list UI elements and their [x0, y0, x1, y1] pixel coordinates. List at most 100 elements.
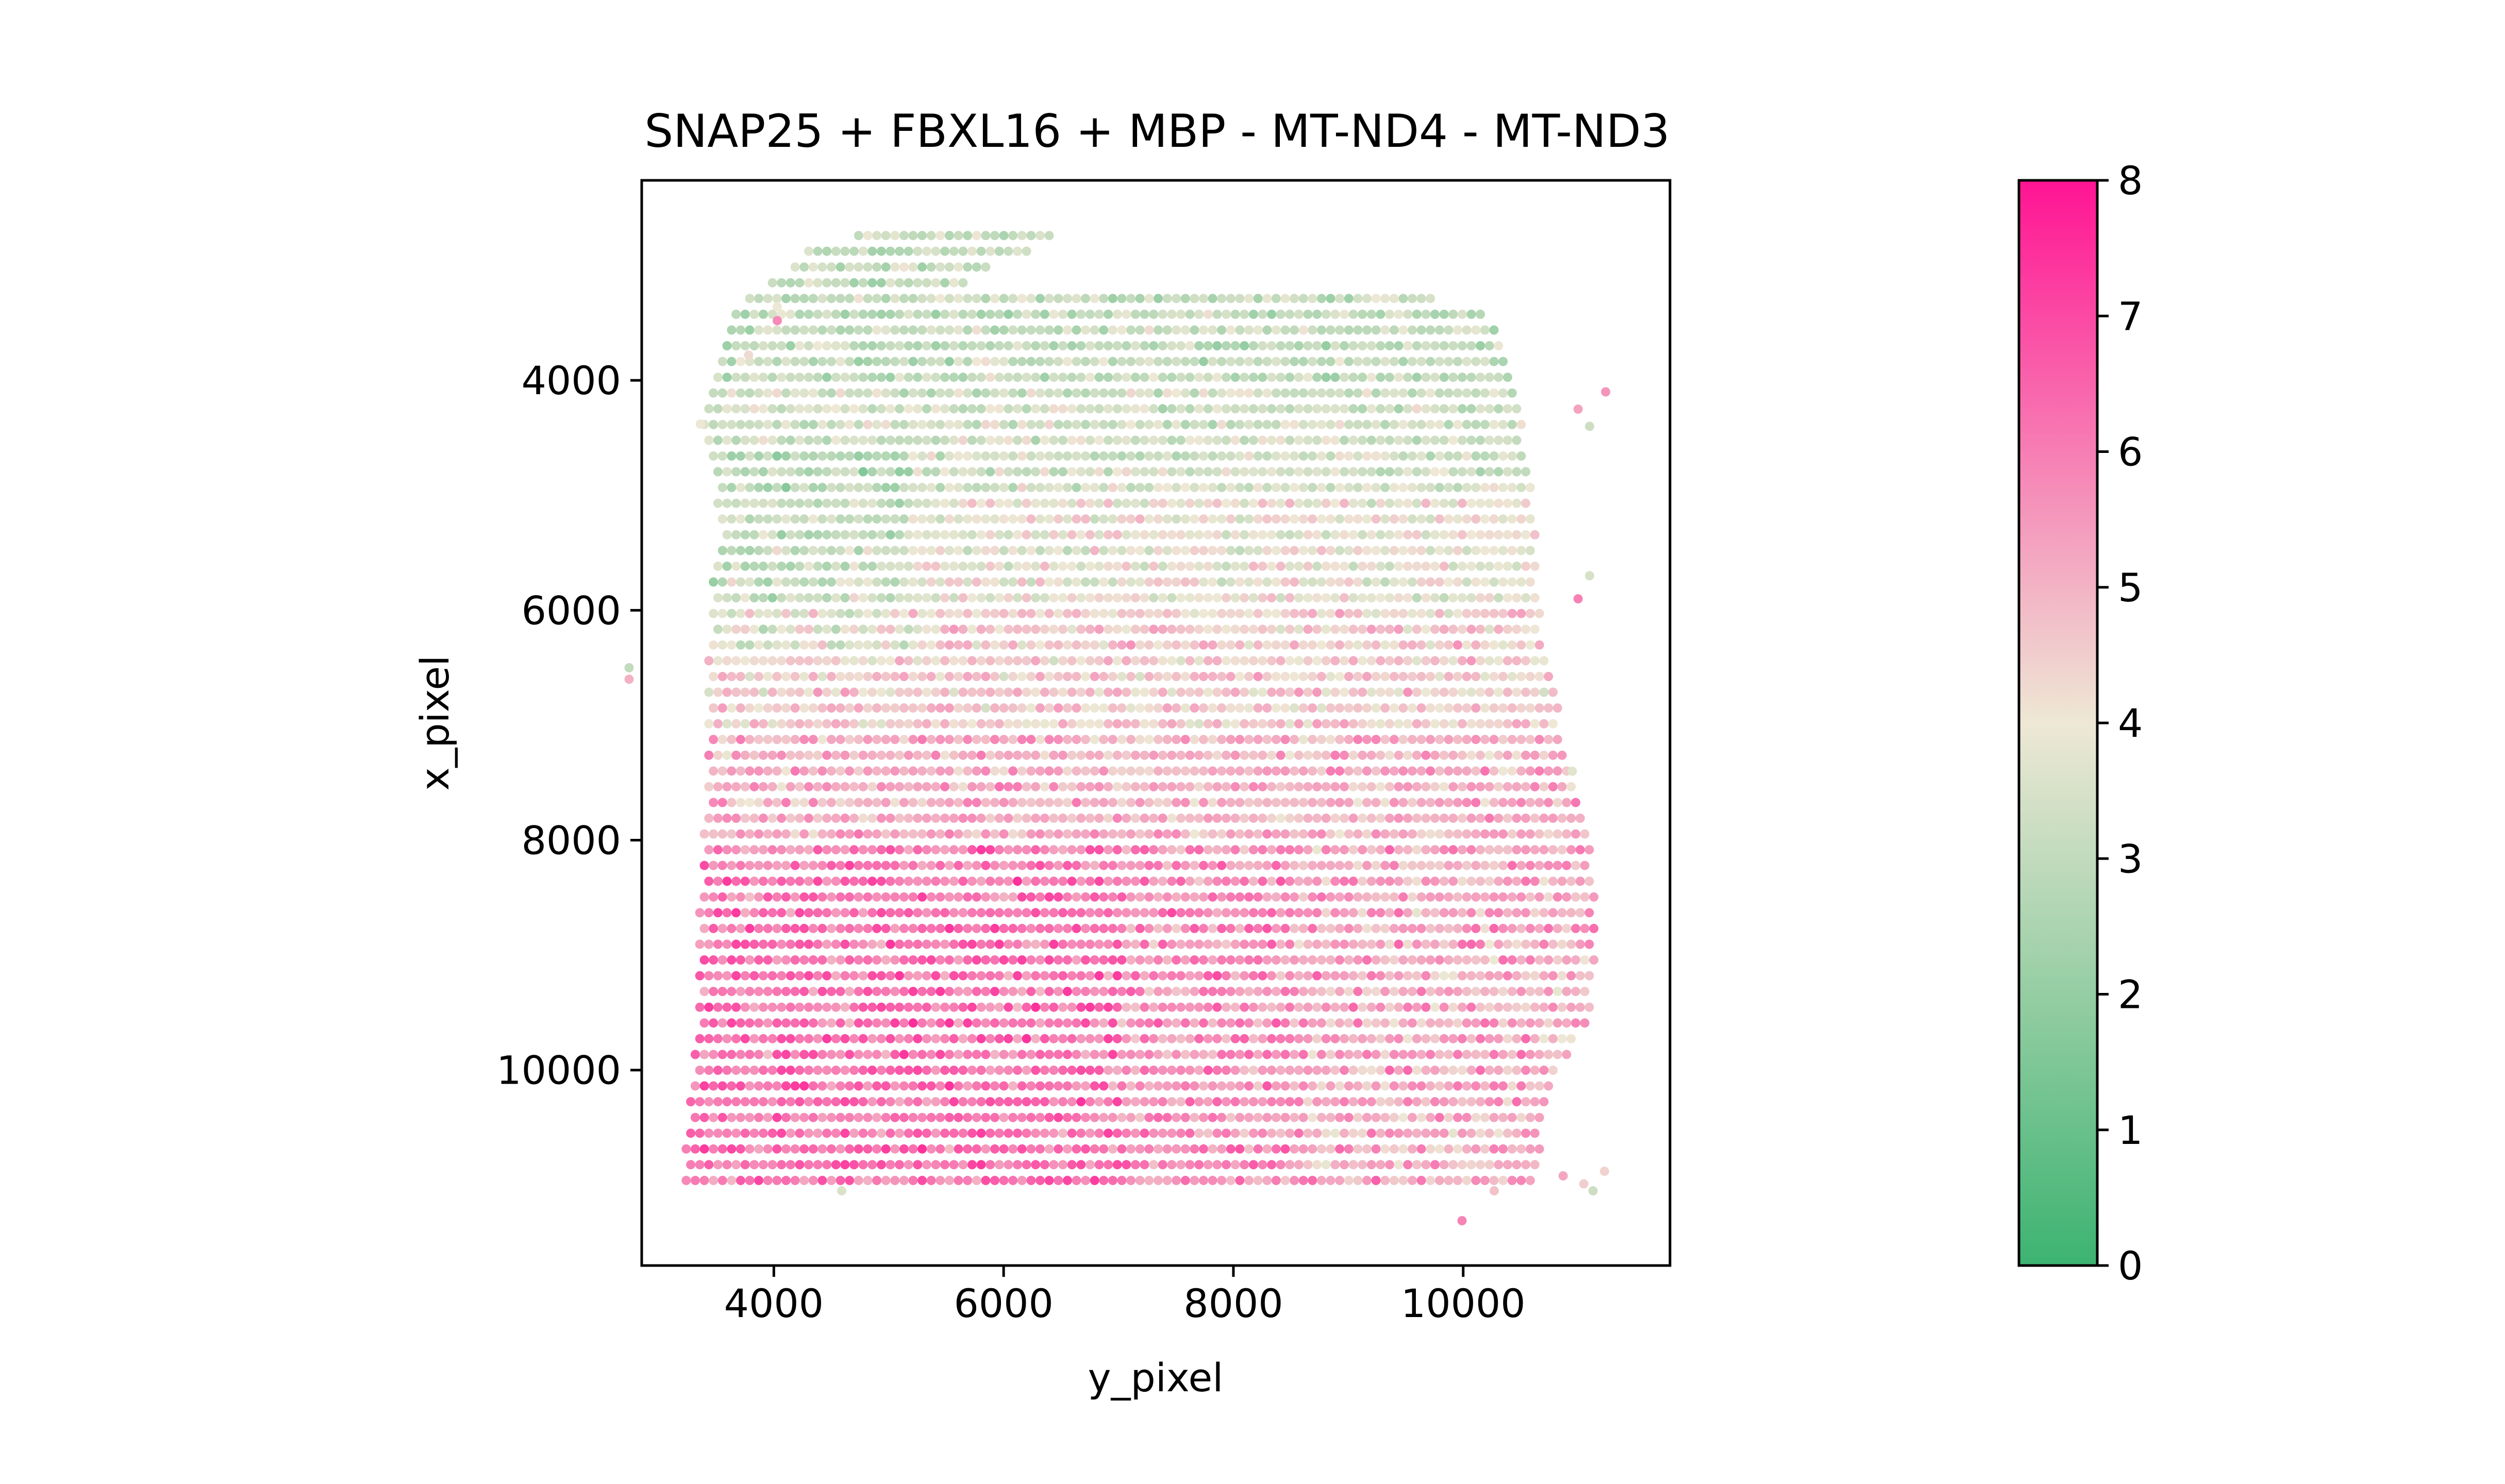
- spot: [1076, 404, 1086, 414]
- spot: [867, 813, 877, 823]
- spot: [1498, 1050, 1508, 1059]
- spot: [1208, 987, 1217, 997]
- spot: [713, 656, 723, 666]
- spot: [1548, 845, 1558, 855]
- spot: [831, 1066, 841, 1075]
- spot: [731, 341, 741, 350]
- spot: [1158, 939, 1167, 949]
- spot: [1172, 892, 1181, 902]
- spot: [1366, 373, 1376, 382]
- spot: [1104, 435, 1113, 445]
- spot: [1104, 1034, 1113, 1043]
- spot: [1385, 719, 1394, 729]
- spot: [1199, 609, 1208, 618]
- spot: [1112, 845, 1122, 855]
- spot: [1149, 373, 1159, 382]
- spot: [1385, 341, 1394, 350]
- spot: [886, 341, 895, 350]
- spot: [1335, 1018, 1345, 1028]
- spot: [1144, 357, 1154, 366]
- spot: [1516, 483, 1526, 493]
- spot: [881, 703, 891, 713]
- spot: [1062, 451, 1072, 461]
- spot: [849, 876, 859, 886]
- spot: [1262, 514, 1272, 524]
- spot: [854, 1018, 863, 1028]
- spot: [926, 514, 936, 524]
- spot: [1226, 1018, 1235, 1028]
- spot: [899, 357, 909, 366]
- spot: [1212, 530, 1222, 539]
- spot: [722, 373, 732, 382]
- spot: [1544, 987, 1554, 997]
- spot: [1226, 798, 1235, 807]
- spot: [1466, 593, 1476, 603]
- spot: [1185, 561, 1195, 571]
- spot: [836, 1050, 845, 1059]
- spot: [1408, 671, 1417, 681]
- spot: [1308, 987, 1317, 997]
- spot: [1162, 861, 1172, 870]
- spot: [1013, 908, 1022, 918]
- spot: [1162, 1050, 1172, 1059]
- spot: [1126, 609, 1136, 618]
- spot: [1081, 294, 1091, 303]
- spot: [1398, 671, 1408, 681]
- spot: [1389, 451, 1399, 461]
- spot: [845, 735, 855, 745]
- spot: [1167, 309, 1177, 319]
- spot: [1385, 404, 1394, 414]
- spot: [1140, 845, 1149, 855]
- spot: [740, 373, 750, 382]
- spot: [1222, 908, 1231, 918]
- spot: [1130, 1002, 1140, 1012]
- spot: [1516, 1050, 1526, 1059]
- spot: [1330, 498, 1340, 508]
- spot: [881, 829, 891, 839]
- spot: [804, 1034, 813, 1043]
- spot: [1394, 341, 1404, 350]
- spot: [772, 419, 782, 429]
- spot: [1439, 687, 1449, 697]
- spot: [1502, 561, 1512, 571]
- spot: [709, 640, 719, 650]
- spot: [1267, 498, 1277, 508]
- spot: [1498, 577, 1508, 587]
- spot: [813, 593, 823, 603]
- spot: [1516, 766, 1526, 776]
- spot: [922, 404, 931, 414]
- spot: [777, 971, 787, 981]
- spot: [863, 955, 873, 965]
- spot: [1476, 593, 1485, 603]
- spot: [940, 813, 950, 823]
- spot: [963, 829, 973, 839]
- spot: [1462, 609, 1472, 618]
- spot: [772, 955, 782, 965]
- spot: [758, 1002, 768, 1012]
- spot: [1262, 798, 1272, 807]
- spot: [895, 1066, 905, 1075]
- spot: [1344, 987, 1354, 997]
- spot: [1208, 640, 1217, 650]
- spot: [849, 971, 859, 981]
- spot: [1149, 1034, 1159, 1043]
- spot: [1140, 971, 1149, 981]
- spot: [1280, 609, 1290, 618]
- spot: [922, 561, 931, 571]
- spot: [899, 577, 909, 587]
- spot: [1403, 876, 1413, 886]
- spot: [1476, 656, 1485, 666]
- spot: [1544, 766, 1554, 776]
- spot: [1398, 451, 1408, 461]
- spot: [1462, 892, 1472, 902]
- spot: [1158, 971, 1167, 981]
- spot: [1358, 845, 1367, 855]
- spot: [1380, 1018, 1390, 1028]
- spot: [1108, 735, 1117, 745]
- spot: [1167, 1002, 1177, 1012]
- spot: [777, 1034, 787, 1043]
- spot: [781, 829, 791, 839]
- spot: [1516, 829, 1526, 839]
- spot: [758, 782, 768, 791]
- spot: [804, 435, 813, 445]
